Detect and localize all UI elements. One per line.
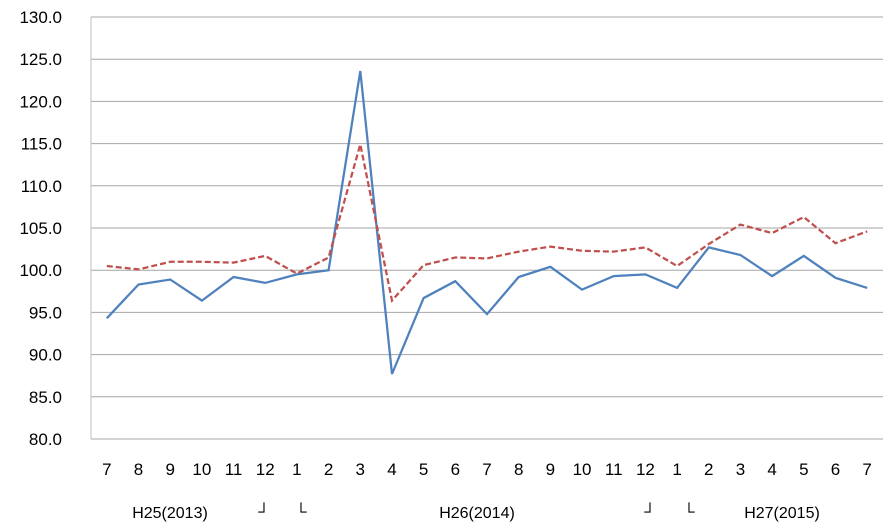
series-lines (105, 70, 868, 375)
y-tick-label: 120.0 (19, 92, 62, 111)
x-tick-label: 2 (324, 460, 333, 479)
y-tick-label: 110.0 (21, 177, 62, 196)
x-tick-label: 10 (573, 460, 592, 479)
y-tick-label: 90.0 (29, 346, 62, 365)
x-tick-label: 9 (165, 460, 174, 479)
x-tick-label: 9 (546, 460, 555, 479)
x-tick-label: 2 (704, 460, 713, 479)
era-label-h26: H26(2014) (439, 505, 515, 522)
y-tick-label: 115.0 (21, 135, 62, 154)
era-bracket-end-h25: ┘ (257, 502, 269, 521)
y-tick-label: 80.0 (29, 430, 62, 449)
era-label-h25: H25(2013) (132, 505, 208, 522)
x-tick-label: 11 (225, 460, 243, 479)
gridlines (91, 16, 883, 440)
y-tick-label: 95.0 (29, 303, 62, 322)
era-bracket-start-h27: └ (683, 502, 695, 521)
era-bracket-end-h26: ┘ (643, 502, 655, 521)
x-tick-label: 6 (451, 460, 460, 479)
x-tick-label: 1 (292, 460, 301, 479)
x-tick-label: 7 (102, 460, 111, 479)
x-tick-label: 4 (387, 460, 396, 479)
era-bracket-start-h26: └ (295, 502, 307, 521)
series-line-1 (105, 70, 868, 375)
x-tick-label: 5 (419, 460, 428, 479)
x-tick-label: 12 (636, 460, 655, 479)
x-tick-label: 8 (134, 460, 143, 479)
x-tick-label: 6 (831, 460, 840, 479)
era-label-h27: H27(2015) (744, 505, 820, 522)
x-tick-label: 3 (356, 460, 365, 479)
x-tick-labels: 7 8 9 10 11 12 1 2 3 4 5 6 7 8 9 10 11 12 1 2 3 4 5 6 7 (102, 460, 872, 479)
x-tick-label: 7 (862, 460, 871, 479)
y-tick-label: 85.0 (29, 388, 62, 407)
x-tick-label: 12 (256, 460, 275, 479)
y-tick-label: 125.0 (19, 50, 62, 69)
x-tick-label: 8 (514, 460, 523, 479)
y-tick-labels: 80.0 85.0 90.0 95.0 100.0 105.0 110.0 115.0 120.… (19, 8, 62, 449)
y-tick-label: 130.0 (19, 8, 62, 27)
x-tick-label: 1 (672, 460, 681, 479)
series-line-2 (106, 144, 868, 304)
x-tick-label: 3 (736, 460, 745, 479)
x-tick-label: 11 (605, 460, 623, 479)
y-tick-label: 105.0 (19, 219, 62, 238)
x-tick-label: 7 (482, 460, 491, 479)
x-tick-label: 4 (767, 460, 776, 479)
x-tick-label: 10 (192, 460, 211, 479)
y-tick-label: 100.0 (19, 261, 62, 280)
x-tick-label: 5 (799, 460, 808, 479)
